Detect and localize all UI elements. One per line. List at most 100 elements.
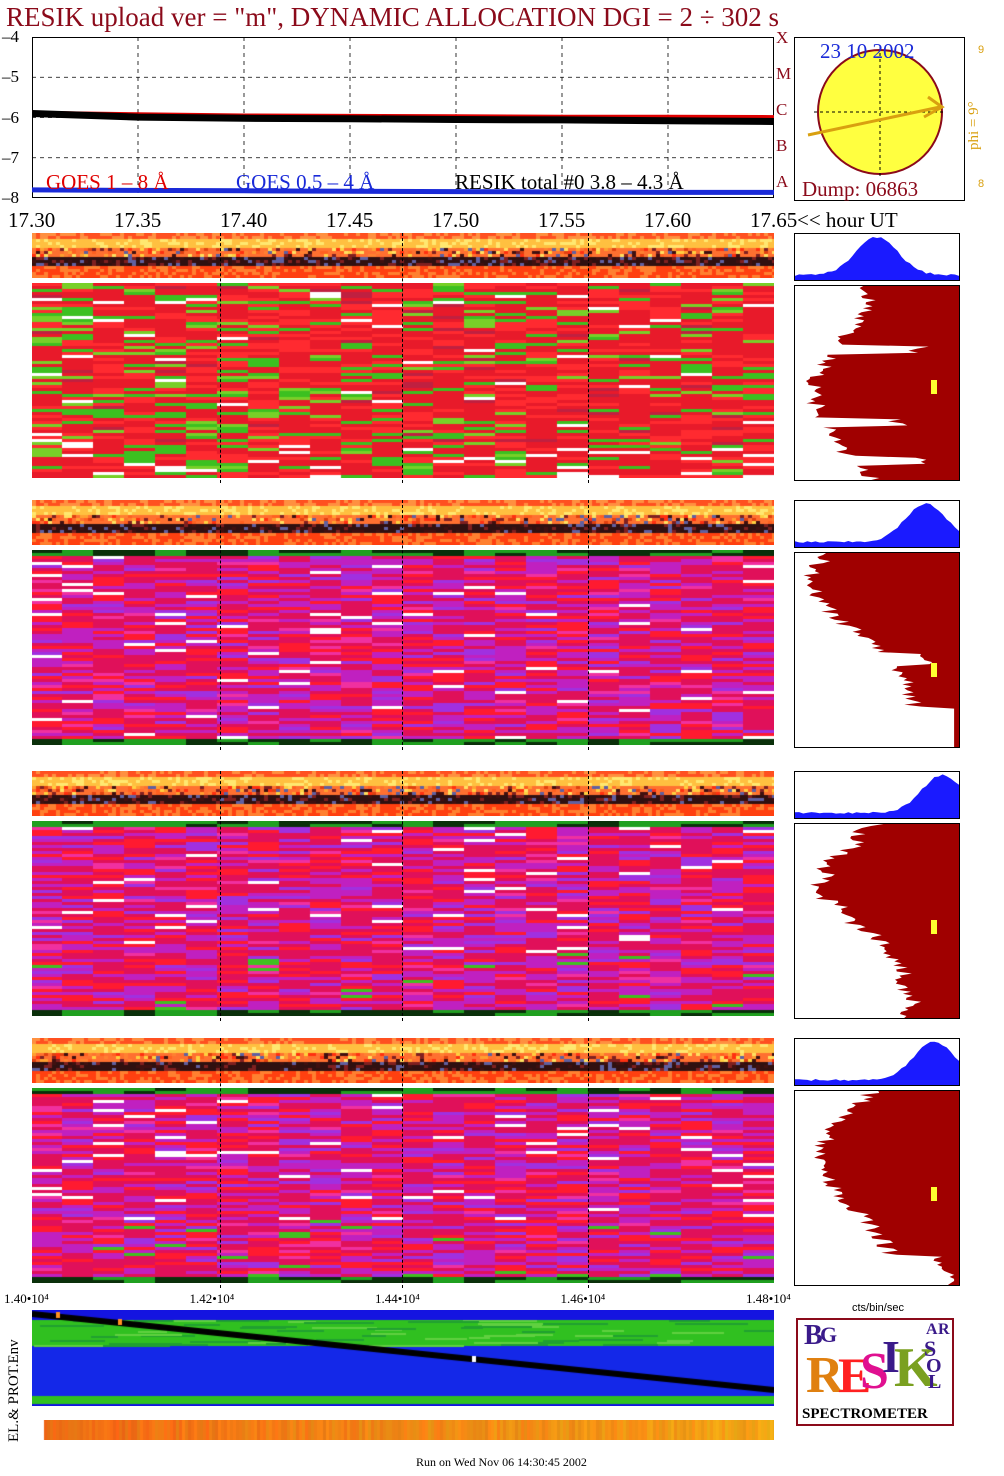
goes-series-2-point-4	[454, 117, 458, 122]
logo-letter-10: A	[926, 1321, 938, 1338]
channel-3-window-marker	[931, 1187, 937, 1201]
time-tick-2: 17.40	[220, 208, 268, 232]
spectrum-x-unit: cts/bin/sec	[852, 1302, 904, 1314]
channel-0-window-marker	[931, 380, 937, 394]
channel-3-pha-fill	[795, 1041, 959, 1085]
channel-1-vline-2	[588, 500, 589, 750]
logo-letter-6: K	[894, 1337, 938, 1399]
env-label: EL.& PROT.Env	[6, 1339, 22, 1442]
footer-run-date: Run on Wed Nov 06 14:30:45 2002	[416, 1455, 587, 1469]
channel-2-top-spectrogram	[32, 771, 774, 816]
sun-image-frame	[794, 37, 965, 201]
sun-phi-label: phi = 9°	[966, 101, 982, 150]
goes-y-tick-1: –5	[2, 67, 19, 87]
flare-class-M: M	[776, 64, 792, 83]
goes-y-tick-3: –7	[2, 147, 19, 167]
channel-3-spectrum-curve	[814, 1091, 959, 1285]
channel-0-spectrum-fill	[806, 286, 959, 480]
sun-dump: Dump: 06863	[802, 177, 919, 201]
goes-series-2	[32, 110, 774, 125]
channel-2-vline-1	[402, 771, 403, 1021]
channel-0-vline-0	[220, 233, 221, 483]
channel-2-spectrum	[794, 823, 960, 1019]
goes-series-1-point-4	[454, 189, 458, 194]
channel-1-spectrum-curve	[803, 553, 959, 747]
channel-0-spectrum	[794, 285, 960, 481]
goes-series-2-point-7	[772, 119, 774, 124]
channel-2-window-marker	[931, 920, 937, 934]
channel-3-spectrum	[794, 1090, 960, 1286]
goes-y-tick-4: –8	[2, 188, 19, 207]
channel-0-spectrum-curve	[806, 286, 959, 480]
channel-3-spectrum-fill	[814, 1091, 959, 1285]
env-xtick-1: 1.42•10⁴	[189, 1291, 235, 1306]
channel-2-pha-histogram	[794, 771, 960, 819]
goes-series-2-point-0	[32, 111, 34, 116]
channel-3	[0, 1038, 1004, 1308]
env-xtick-4: 1.48•10⁴	[746, 1291, 791, 1306]
channel-0-pha-histogram	[794, 233, 960, 281]
channel-3-vline-2	[588, 1038, 589, 1288]
page-title: RESIK upload ver = "m", DYNAMIC ALLOCATI…	[6, 2, 780, 32]
time-tick-7: 17.65	[750, 208, 798, 232]
goes-legend-long: GOES 1 – 8 Å	[46, 170, 169, 194]
goes-legend-resik: RESIK total #0 3.8 – 4.3 Å	[455, 170, 684, 194]
sun-phi-top: 9	[978, 44, 985, 56]
logo-letter-2: G	[820, 1322, 838, 1347]
channel-0-vline-2	[588, 233, 589, 483]
channel-1-spectrum-fill	[803, 553, 959, 747]
environment-gradient-strip	[32, 1420, 774, 1440]
channel-2-vline-0	[220, 771, 221, 1021]
sun-disk-icon	[807, 47, 945, 177]
channel-3-top-spectrogram	[32, 1038, 774, 1083]
flare-class-C: C	[776, 100, 788, 119]
environment-strip	[32, 1310, 774, 1406]
logo-letter-5: I	[882, 1331, 900, 1382]
logo-letter-9: L	[928, 1371, 942, 1393]
logo-letter-1: R	[806, 1347, 844, 1404]
goes-series-2-point-1	[136, 115, 140, 120]
logo-letter-8: O	[926, 1355, 942, 1377]
channel-3-spectrogram	[32, 1088, 774, 1283]
logo-letter-11: R	[938, 1321, 950, 1338]
flare-class-A: A	[776, 172, 789, 191]
time-tick-5: 17.55	[538, 208, 586, 232]
goes-series-2-point-5	[560, 117, 564, 122]
logo-letter-4: S	[860, 1343, 889, 1400]
channel-2-spectrum-curve	[810, 824, 959, 1018]
goes-series-2-point-6	[666, 118, 670, 123]
env-xtick-0: 1.40•10⁴	[4, 1291, 49, 1306]
goes-lightcurve-plot	[32, 37, 774, 198]
time-tick-3: 17.45	[326, 208, 374, 232]
goes-series-1-point-7	[772, 190, 774, 195]
channel-1-pha-histogram	[794, 500, 960, 548]
channel-1	[0, 500, 1004, 770]
channel-1-vline-1	[402, 500, 403, 750]
channel-0-spectrogram	[32, 283, 774, 478]
channel-0-vline-1	[402, 233, 403, 483]
goes-series-1-point-6	[666, 190, 670, 195]
channel-3-pha-curve	[795, 1041, 959, 1085]
sun-date: 23 10 2002	[820, 39, 915, 63]
channel-2-spectrogram	[32, 821, 774, 1016]
goes-series-2-point-3	[348, 116, 352, 121]
channel-1-spectrum	[794, 552, 960, 748]
time-tick-1: 17.35	[114, 208, 162, 232]
channel-2-pha-curve	[795, 774, 959, 818]
channel-3-pha-histogram	[794, 1038, 960, 1086]
logo-caption: SPECTROMETER	[802, 1406, 928, 1422]
logo-letter-3: E	[838, 1347, 872, 1403]
channel-2-vline-2	[588, 771, 589, 1021]
time-tick-6: 17.60	[644, 208, 692, 232]
goes-series-1-point-2	[242, 188, 246, 193]
channel-1-vline-0	[220, 500, 221, 750]
logo-letter-0: B	[804, 1320, 823, 1351]
channel-2-pha-fill	[795, 774, 959, 818]
goes-legend-short: GOES 0.5 – 4 Å	[236, 170, 375, 194]
channel-1-spectrogram	[32, 550, 774, 745]
channel-0	[0, 233, 1004, 503]
env-xtick-3: 1.46•10⁴	[560, 1291, 606, 1306]
goes-y-tick-0: –4	[2, 27, 19, 46]
channel-3-vline-0	[220, 1038, 221, 1288]
